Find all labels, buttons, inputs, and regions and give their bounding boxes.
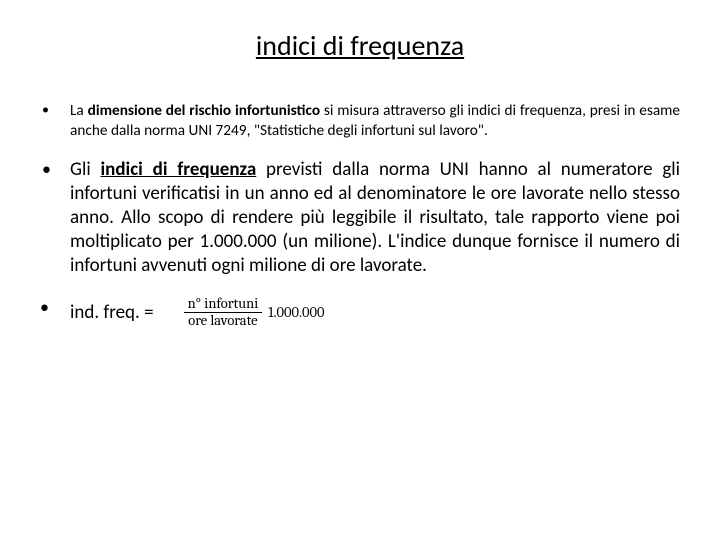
paragraph-2: Gli indici di frequenza previsti dalla n…	[70, 158, 680, 278]
formula-label: ind. freq. =	[70, 301, 154, 324]
p2-bold-under: indici di frequenza	[101, 158, 257, 181]
p1-bold: dimensione del rischio infortunistico	[88, 101, 320, 120]
formula-row: ind. freq. = n° infortuni ore lavorate 1…	[70, 296, 680, 329]
bullet-list: La dimensione del rischio infortunistico…	[0, 101, 720, 329]
fraction-denominator: ore lavorate	[184, 312, 261, 329]
fraction-numerator: n° infortuni	[184, 296, 263, 312]
fraction: n° infortuni ore lavorate	[184, 296, 263, 329]
p1-pre: La	[70, 101, 88, 120]
bullet-item-3: ind. freq. = n° infortuni ore lavorate 1…	[0, 296, 720, 329]
p2-pre: Gli	[70, 158, 101, 181]
bullet-item-2: Gli indici di frequenza previsti dalla n…	[0, 158, 720, 278]
slide: indici di frequenza La dimensione del ri…	[0, 0, 720, 540]
bullet-item-1: La dimensione del rischio infortunistico…	[0, 101, 720, 140]
paragraph-1: La dimensione del rischio infortunistico…	[70, 101, 680, 140]
multiplier: 1.000.000	[268, 304, 324, 321]
slide-title: indici di frequenza	[0, 28, 720, 63]
